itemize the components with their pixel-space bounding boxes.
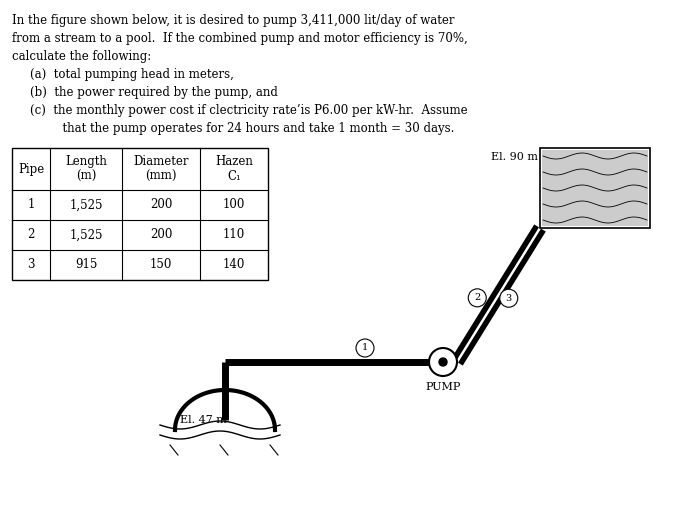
Text: 110: 110 xyxy=(223,229,245,241)
Text: 2: 2 xyxy=(474,293,480,302)
Text: El. 90 m: El. 90 m xyxy=(491,152,538,162)
Text: (b)  the power required by the pump, and: (b) the power required by the pump, and xyxy=(30,86,278,99)
Text: 100: 100 xyxy=(223,199,245,212)
Text: 1: 1 xyxy=(362,344,368,352)
Text: 140: 140 xyxy=(223,259,245,271)
Text: from a stream to a pool.  If the combined pump and motor efficiency is 70%,: from a stream to a pool. If the combined… xyxy=(12,32,468,45)
Text: 1: 1 xyxy=(27,199,35,212)
Text: 915: 915 xyxy=(75,259,97,271)
Text: In the figure shown below, it is desired to pump 3,411,000 lit/day of water: In the figure shown below, it is desired… xyxy=(12,14,455,27)
Bar xyxy=(540,148,650,228)
Text: 2: 2 xyxy=(27,229,35,241)
Text: El. 47 m: El. 47 m xyxy=(180,415,227,425)
Text: Length
(m): Length (m) xyxy=(65,155,107,183)
Text: PUMP: PUMP xyxy=(425,382,461,392)
Text: (a)  total pumping head in meters,: (a) total pumping head in meters, xyxy=(30,68,234,81)
Text: Diameter
(mm): Diameter (mm) xyxy=(133,155,189,183)
Circle shape xyxy=(429,348,457,376)
Text: 1,525: 1,525 xyxy=(69,229,103,241)
Bar xyxy=(12,148,268,280)
Circle shape xyxy=(500,289,518,307)
Text: 3: 3 xyxy=(27,259,35,271)
Text: 200: 200 xyxy=(150,199,172,212)
Text: 1,525: 1,525 xyxy=(69,199,103,212)
Text: calculate the following:: calculate the following: xyxy=(12,50,151,63)
Text: 150: 150 xyxy=(150,259,172,271)
Text: 3: 3 xyxy=(506,294,512,303)
Circle shape xyxy=(439,358,447,366)
Text: Hazen
C₁: Hazen C₁ xyxy=(215,155,253,183)
Text: 200: 200 xyxy=(150,229,172,241)
Text: that the pump operates for 24 hours and take 1 month = 30 days.: that the pump operates for 24 hours and … xyxy=(40,122,455,135)
Circle shape xyxy=(356,339,374,357)
Bar xyxy=(542,150,648,226)
Circle shape xyxy=(468,289,486,307)
Text: Pipe: Pipe xyxy=(18,163,44,175)
Text: (c)  the monthly power cost if clectricity rate’is P6.00 per kW-hr.  Assume: (c) the monthly power cost if clectricit… xyxy=(30,104,468,117)
